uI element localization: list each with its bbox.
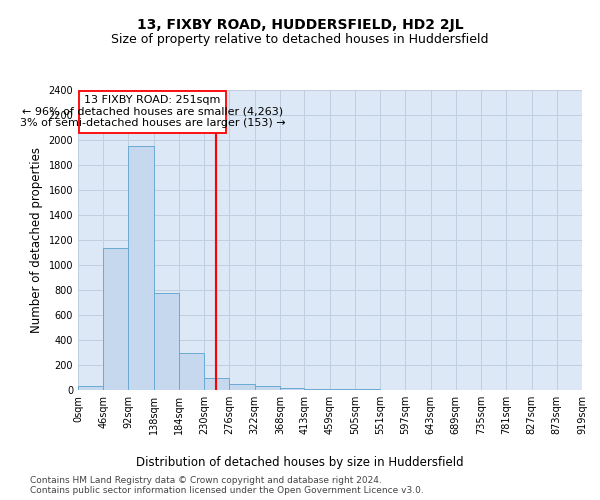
FancyBboxPatch shape	[79, 90, 226, 132]
Bar	[229, 384, 254, 390]
Bar	[204, 378, 229, 390]
Y-axis label: Number of detached properties: Number of detached properties	[30, 147, 43, 333]
Text: 13 FIXBY ROAD: 251sqm: 13 FIXBY ROAD: 251sqm	[85, 95, 221, 105]
Text: ← 96% of detached houses are smaller (4,263): ← 96% of detached houses are smaller (4,…	[22, 106, 283, 117]
Bar	[103, 248, 128, 390]
Bar	[128, 146, 154, 390]
Bar	[280, 388, 304, 390]
Text: 3% of semi-detached houses are larger (153) →: 3% of semi-detached houses are larger (1…	[20, 118, 286, 128]
Bar	[304, 388, 330, 390]
Bar	[78, 386, 103, 390]
Text: 13, FIXBY ROAD, HUDDERSFIELD, HD2 2JL: 13, FIXBY ROAD, HUDDERSFIELD, HD2 2JL	[137, 18, 463, 32]
Bar	[154, 292, 179, 390]
Bar	[254, 386, 280, 390]
Bar	[330, 389, 355, 390]
Text: Size of property relative to detached houses in Huddersfield: Size of property relative to detached ho…	[111, 32, 489, 46]
Text: Distribution of detached houses by size in Huddersfield: Distribution of detached houses by size …	[136, 456, 464, 469]
Text: Contains public sector information licensed under the Open Government Licence v3: Contains public sector information licen…	[30, 486, 424, 495]
Text: Contains HM Land Registry data © Crown copyright and database right 2024.: Contains HM Land Registry data © Crown c…	[30, 476, 382, 485]
Bar	[179, 352, 204, 390]
